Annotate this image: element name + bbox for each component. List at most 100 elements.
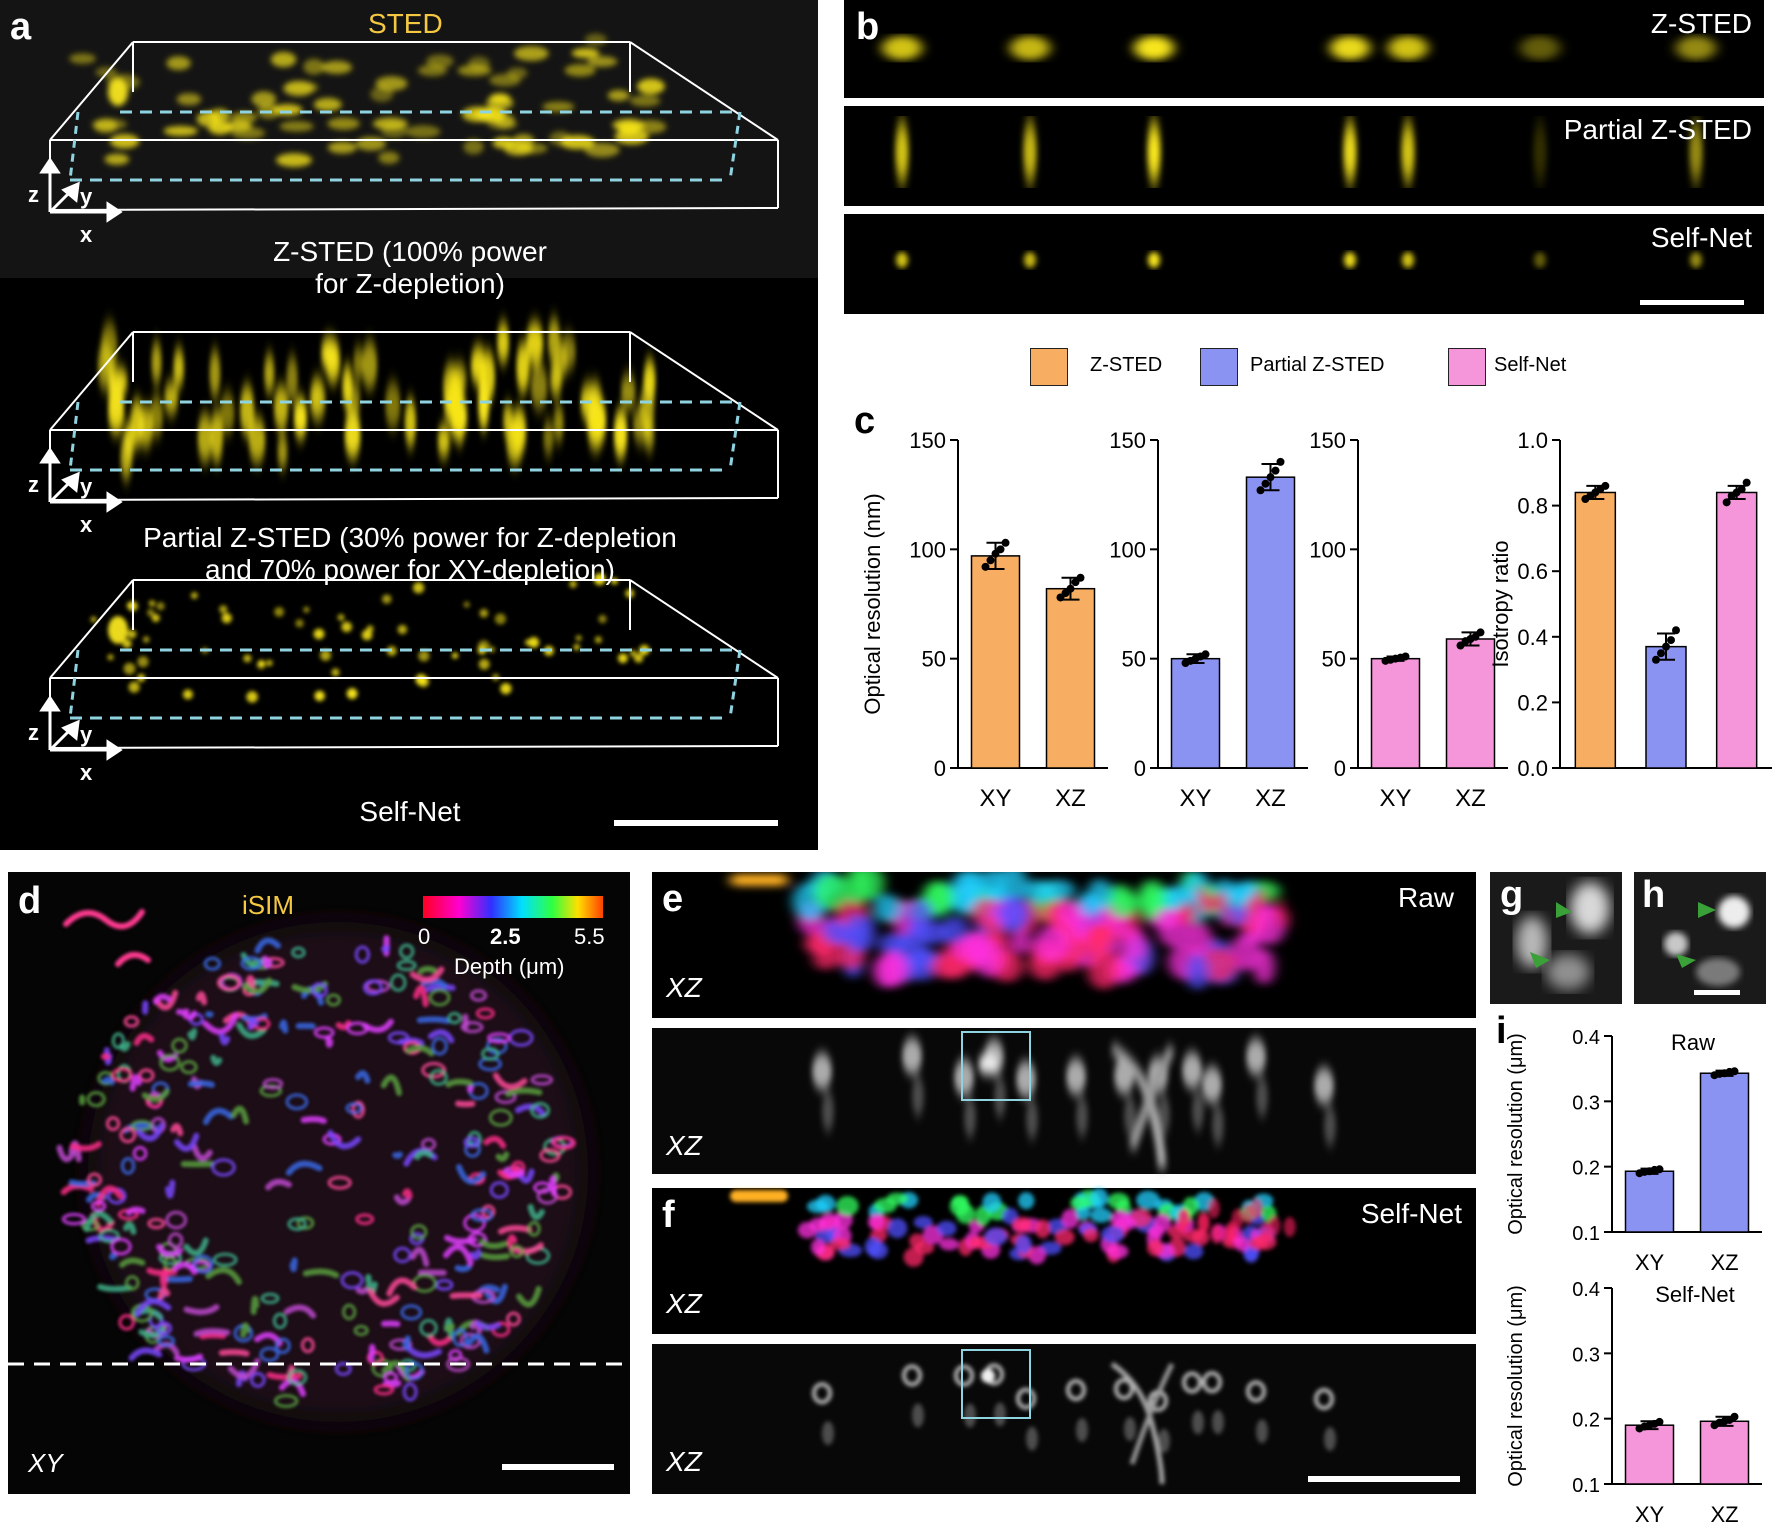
- bar: [1645, 645, 1687, 769]
- mitochondrion: [383, 1371, 398, 1384]
- caption-line: Partial Z-STED (30% power for Z-depletio…: [143, 522, 677, 553]
- structure: [1114, 1378, 1134, 1400]
- spot: [620, 374, 636, 411]
- x-arrow: [106, 201, 123, 223]
- spot: [381, 123, 407, 139]
- structure: [909, 1233, 925, 1249]
- structure: [1076, 1096, 1088, 1137]
- y-tick-label: 0.4: [1572, 1279, 1600, 1301]
- structure: [982, 1192, 1002, 1213]
- y-tick-label: 0.0: [1517, 756, 1548, 781]
- spot-row-1: [882, 36, 1716, 60]
- structure: [1167, 1224, 1186, 1239]
- mitochondrion: [508, 1242, 544, 1255]
- row-label-z-sted: Z-STED: [1650, 8, 1752, 39]
- spot: [196, 111, 221, 127]
- data-point: [1662, 642, 1670, 651]
- y-axis-label: Optical resolution (μm): [1505, 1285, 1527, 1487]
- structure: [1109, 1044, 1167, 1169]
- mitochondrion: [111, 1067, 133, 1083]
- spot: [283, 80, 314, 97]
- mitochondrion: [351, 1100, 365, 1119]
- structure: [1210, 1223, 1223, 1244]
- mitochondrion: [380, 1074, 403, 1097]
- bar-chart-c1: 0 50 100 150 XY XZ Optical resolution (nm): [860, 428, 1108, 812]
- axis-label-z: z: [28, 720, 39, 745]
- structure: [1066, 1058, 1086, 1095]
- spot: [345, 382, 361, 417]
- mitochondrion: [480, 1252, 511, 1261]
- structure: [1012, 1216, 1033, 1233]
- data-point: [1271, 466, 1280, 475]
- volume-1: z yx: [28, 33, 779, 247]
- spot: [146, 608, 155, 617]
- structure: [967, 1236, 984, 1250]
- x-tick-label: XZ: [1055, 785, 1086, 812]
- mitochondrion: [429, 1069, 448, 1086]
- spot: [163, 125, 198, 137]
- xz-gray-signal: [812, 1038, 1336, 1169]
- y-arrow: [61, 719, 80, 741]
- mitochondrion: [110, 1237, 132, 1256]
- box-edge: [49, 579, 134, 679]
- mitochondrion: [152, 993, 172, 1005]
- spot: [573, 643, 581, 651]
- strip-selfnet-gray: [652, 1344, 1476, 1494]
- mitochondrion: [481, 1204, 496, 1219]
- y-tick-label: 0.2: [1517, 690, 1548, 715]
- spot: [486, 95, 514, 111]
- spot: [463, 138, 484, 155]
- box-edge: [629, 579, 779, 679]
- bar: [970, 555, 1021, 769]
- mitochondrion: [419, 1318, 438, 1337]
- structure: [1314, 1388, 1334, 1411]
- structure: [994, 1402, 1006, 1427]
- mitochondrion: [261, 955, 273, 969]
- y-tick-label: 100: [909, 537, 946, 562]
- spot: [530, 363, 548, 410]
- spot: [314, 690, 325, 702]
- mitochondrion: [313, 1026, 335, 1039]
- bar: [1699, 1420, 1750, 1485]
- view-label-xz: XZ: [666, 972, 702, 1003]
- spot: [1520, 36, 1560, 60]
- structure: [1231, 1208, 1244, 1229]
- mitochondrion: [167, 1232, 184, 1249]
- view-label-xz: XZ: [666, 1446, 702, 1477]
- panel-i-label: i: [1496, 1010, 1507, 1052]
- caption-line: for Z-depletion): [315, 268, 505, 299]
- panel-e-label: e: [662, 878, 684, 920]
- mitochondrion: [431, 1036, 448, 1056]
- mitochondrion: [448, 1349, 463, 1362]
- spot: [190, 592, 198, 599]
- structure: [902, 1364, 922, 1387]
- mitochondrion: [327, 1129, 362, 1150]
- mitochondrion: [172, 1261, 198, 1275]
- mitochondrion: [469, 1248, 482, 1261]
- mitochondrion: [56, 1144, 77, 1163]
- mitochondrion: [124, 1275, 140, 1291]
- structure: [1277, 909, 1290, 930]
- spot: [500, 682, 512, 695]
- data-point: [1657, 649, 1665, 658]
- y-tick-label: 0.3: [1572, 1344, 1600, 1366]
- spot: [587, 56, 618, 67]
- structure: [902, 1038, 922, 1075]
- spot: [461, 106, 494, 122]
- spot: [276, 153, 312, 168]
- structure: [936, 1220, 957, 1237]
- spot: [264, 353, 275, 394]
- spot: [405, 125, 441, 139]
- panel-b: b Z-STED Partial Z-STED Self-Net: [844, 0, 1764, 315]
- mitochondrion: [240, 1322, 251, 1338]
- x-arrow: [106, 491, 123, 513]
- z-arrow: [39, 157, 61, 174]
- mitochondrion: [210, 1054, 223, 1066]
- y-tick-label: 0.1: [1572, 1475, 1600, 1497]
- mitochondrion: [355, 1286, 370, 1295]
- mitochondrion: [302, 1268, 340, 1279]
- mitochondrion: [95, 1185, 124, 1208]
- spot: [1689, 122, 1703, 182]
- panel-h-label: h: [1642, 874, 1666, 916]
- spot: [504, 141, 533, 156]
